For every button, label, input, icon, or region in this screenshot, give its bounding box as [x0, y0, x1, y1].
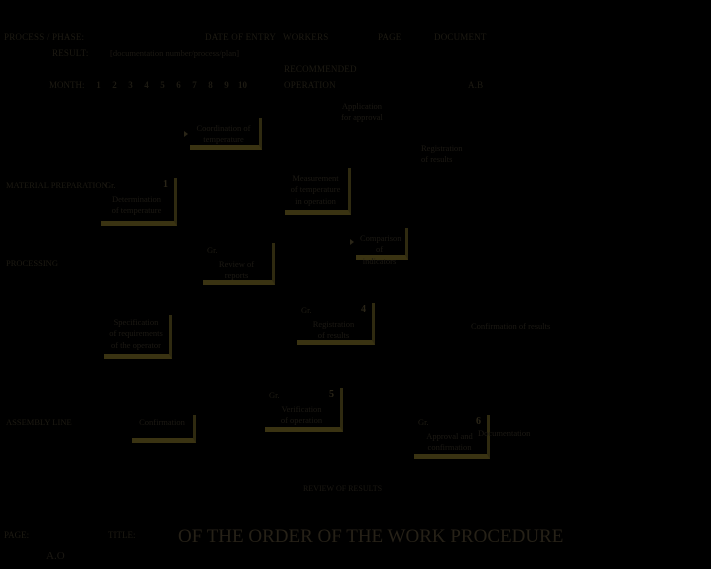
scale-tick-10: 10	[238, 80, 247, 90]
note-card-registration-tag: Gr.	[301, 305, 312, 315]
footer-main-title: OF THE ORDER OF THE WORK PROCEDURE	[178, 526, 564, 547]
note-card-determination-tag: Gr.	[105, 180, 116, 190]
note-card-determination-body: Determination of temperature	[111, 194, 162, 216]
note-card-measurement[interactable]: Measurement of temperature in operation	[285, 168, 351, 215]
note-card-registration[interactable]: Gr. 4 Registration of results	[297, 303, 375, 345]
header-workers-label: WORKERS	[283, 32, 329, 42]
note-card-approval-body: Approval and confirmation	[426, 431, 473, 453]
header-result-label: RESULT:	[52, 48, 89, 58]
note-card-coordination[interactable]: Coordination of temperature	[190, 118, 262, 150]
note-card-verification-tag: Gr.	[269, 390, 280, 400]
note-block-confirmation[interactable]: Confirmation	[132, 415, 196, 443]
annotation-confirmation-of-results: Confirmation of results	[471, 321, 551, 331]
header-result-value: [documentation number/process/plan]	[110, 48, 240, 58]
annotation-documentation: Documentation	[478, 428, 531, 438]
annotation-registration-of-results: Registration of results	[421, 143, 463, 165]
header-date-label: DATE OF ENTRY	[205, 32, 277, 42]
note-card-review[interactable]: Gr. Review of reports	[203, 243, 275, 285]
row-label-processing: PROCESSING	[6, 258, 58, 268]
note-card-coordination-body: Coordination of temperature	[196, 123, 251, 145]
note-card-registration-body: Registration of results	[312, 319, 355, 341]
scale-tick-9: 9	[224, 80, 229, 90]
header-operation-label: OPERATION	[284, 80, 336, 90]
scale-tick-8: 8	[208, 80, 213, 90]
note-card-approval[interactable]: Gr. 6 Approval and confirmation	[414, 415, 490, 459]
header-document-label: DOCUMENT	[434, 32, 487, 42]
footer-title-value: A.O	[46, 550, 65, 562]
note-card-verification-body: Verification of operation	[280, 404, 323, 426]
header-mark: A.B	[468, 80, 484, 90]
note-card-verification[interactable]: Gr. 5 Verification of operation	[265, 388, 343, 432]
footer-page-label: PAGE:	[4, 530, 30, 540]
note-card-comparison-body: Comparison of indicators	[360, 233, 402, 266]
note-card-verification-number: 5	[329, 389, 334, 400]
scale-tick-7: 7	[192, 80, 197, 90]
scale-tick-3: 3	[128, 80, 133, 90]
bottom-caption: REVIEW OF RESULTS	[303, 484, 383, 493]
header-recommended-label: RECOMMENDED	[284, 64, 357, 74]
note-card-comparison[interactable]: Comparison of indicators	[356, 228, 408, 266]
note-card-review-body: Review of reports	[218, 259, 255, 281]
note-card-approval-tag: Gr.	[418, 417, 429, 427]
note-block-specification[interactable]: Specification of requirements of the ope…	[104, 315, 172, 359]
note-card-approval-number: 6	[476, 416, 481, 427]
scale-tick-6: 6	[176, 80, 181, 90]
note-card-registration-number: 4	[361, 304, 366, 315]
note-card-review-tag: Gr.	[207, 245, 218, 255]
annotation-application-for-approval: Application for approval	[341, 101, 383, 123]
scale-tick-4: 4	[144, 80, 149, 90]
row-label-material-preparation: MATERIAL PREPARATION	[6, 180, 108, 190]
header-page-label: PAGE	[378, 32, 402, 42]
footer-title-label: TITLE:	[108, 530, 136, 540]
note-card-measurement-body: Measurement of temperature in operation	[290, 173, 341, 206]
row-label-assembly-line: ASSEMBLY LINE	[6, 417, 72, 427]
note-card-determination[interactable]: Gr. 1 Determination of temperature	[101, 178, 177, 226]
arrow-right-icon	[184, 131, 188, 137]
scale-tick-2: 2	[112, 80, 117, 90]
header-process-label: PROCESS / PHASE:	[4, 32, 85, 42]
scale-tick-5: 5	[160, 80, 165, 90]
month-scale-label: MONTH:	[49, 80, 85, 90]
scale-tick-1: 1	[96, 80, 101, 90]
arrow-right-icon-2	[350, 239, 354, 245]
month-scale: MONTH: 1 2 3 4 5 6 7 8 9 10	[49, 80, 251, 90]
note-card-determination-number: 1	[163, 179, 168, 190]
